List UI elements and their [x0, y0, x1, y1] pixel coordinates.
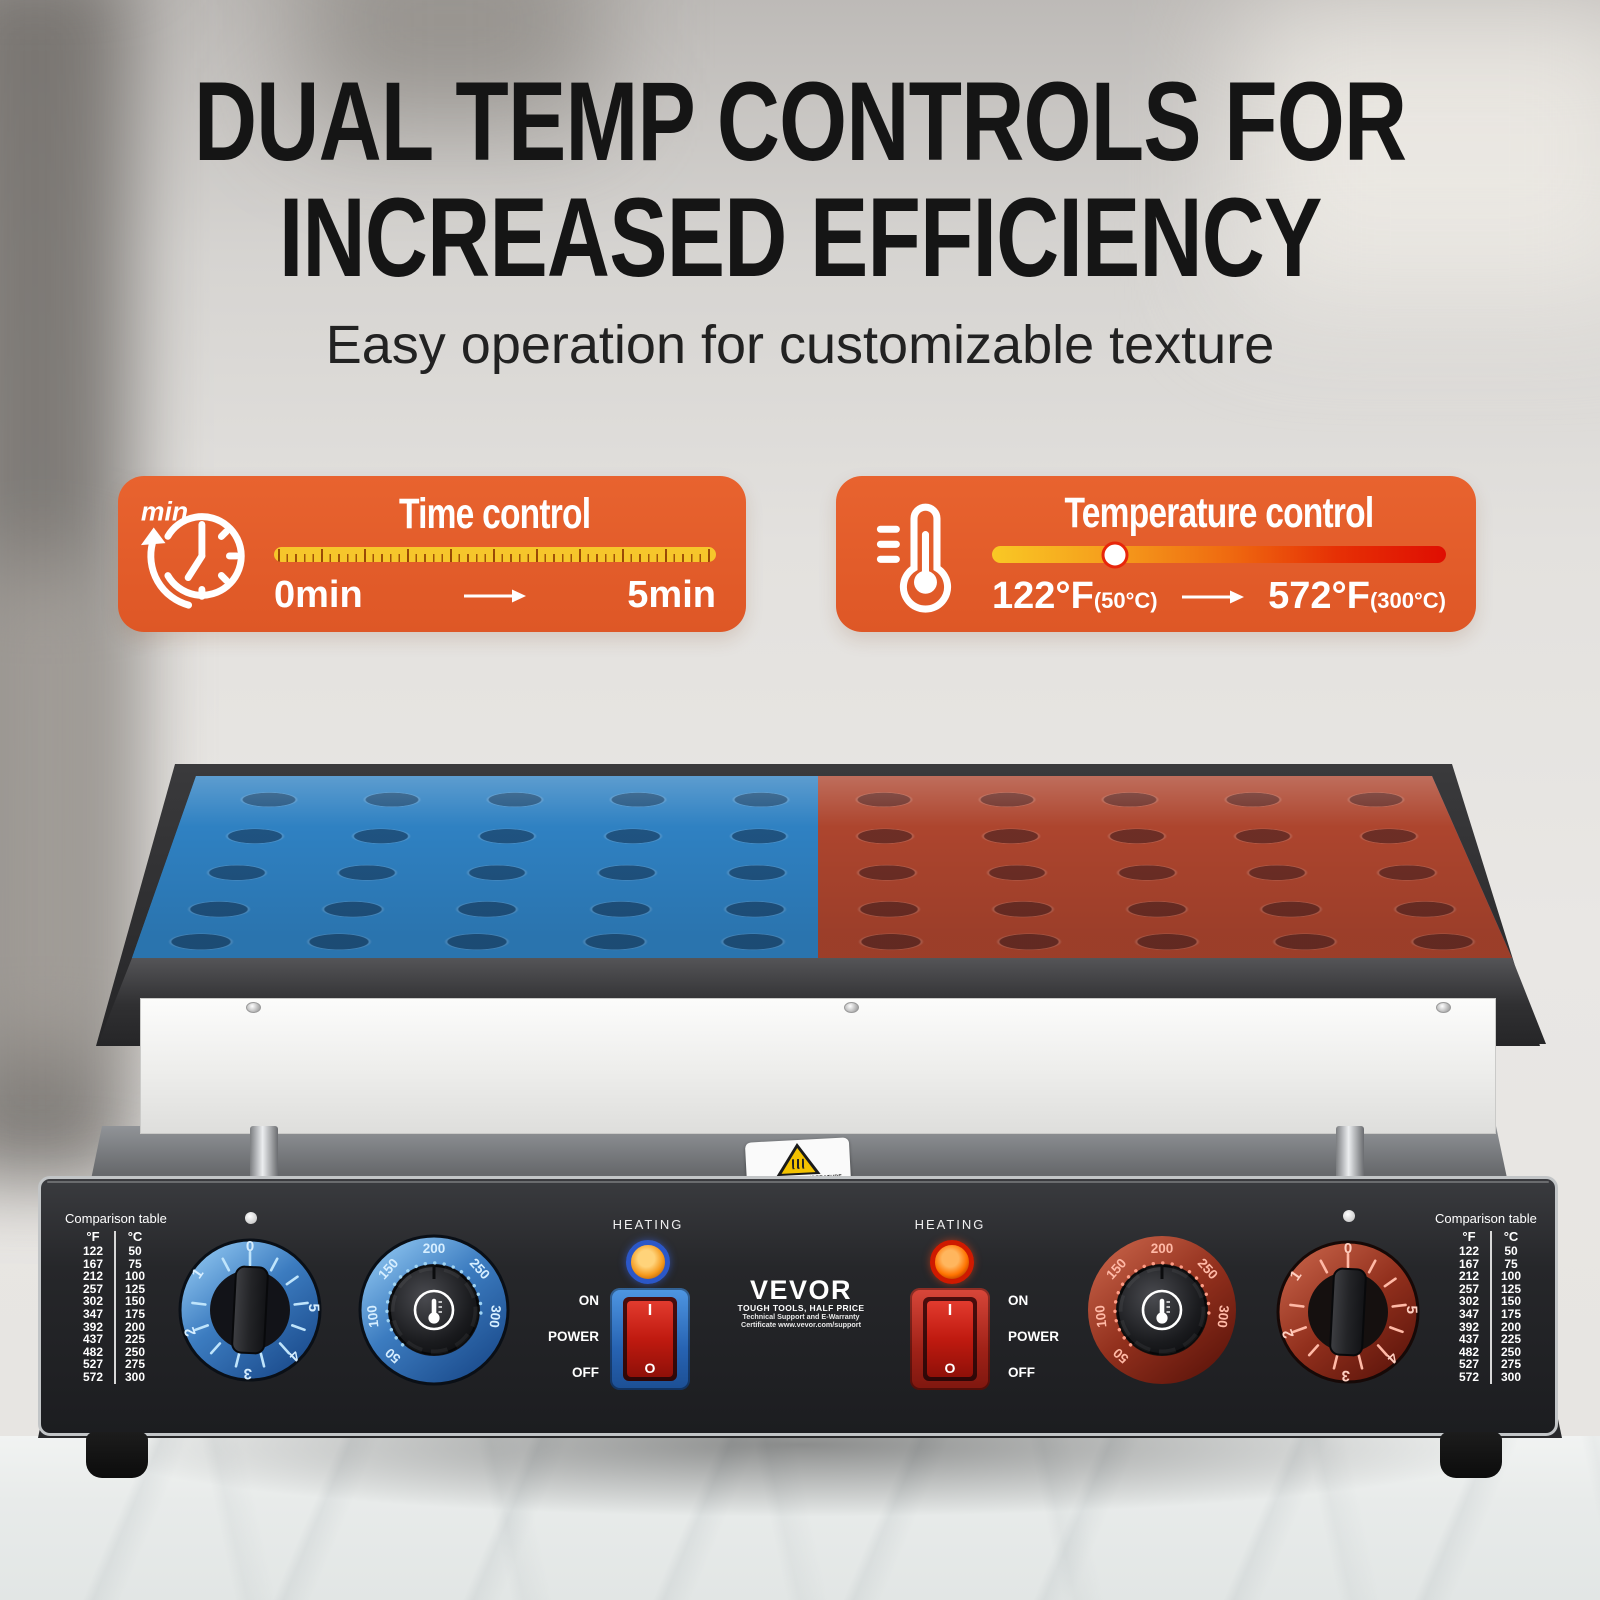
comparison-row: 482 250	[82, 1344, 146, 1359]
svg-text:200: 200	[1151, 1241, 1174, 1256]
time-range-start: 0min	[274, 574, 363, 616]
support-post-left	[250, 1126, 278, 1182]
arrow-right-icon	[464, 589, 526, 602]
time-control-badge: min Time control 0min 5min	[118, 476, 746, 632]
temp-range-start: 122°F(50°C)	[992, 575, 1158, 617]
rocker: I O	[623, 1297, 677, 1381]
screw-icon	[1343, 1210, 1355, 1222]
comparison-row: 437 225	[1458, 1332, 1522, 1347]
comparison-row: 257 125	[82, 1281, 146, 1296]
comparison-row: 302 150	[1458, 1294, 1522, 1309]
svg-text:3: 3	[1341, 1367, 1350, 1384]
heating-label-right: HEATING	[914, 1217, 986, 1232]
marble-countertop	[0, 1436, 1600, 1600]
svg-text:5: 5	[305, 1303, 322, 1312]
comparison-row: 347 175	[82, 1306, 146, 1321]
temp-dial-blue[interactable]: 50 100 150 200 250 300	[349, 1225, 519, 1395]
background-blur-right	[1240, 0, 1600, 300]
timer-clock-icon: min	[118, 495, 274, 613]
comparison-row: 167 75	[1458, 1256, 1518, 1271]
comparison-table-title-right: Comparison table	[1435, 1211, 1537, 1226]
foot-left	[86, 1432, 148, 1478]
svg-text:100: 100	[364, 1304, 381, 1328]
comparison-row: 302 150	[82, 1294, 146, 1309]
machine-body	[140, 998, 1496, 1134]
comparison-row: 122 50	[82, 1244, 142, 1258]
heating-lamp-blue	[626, 1240, 670, 1284]
time-range-end: 5min	[627, 574, 716, 616]
comparison-row: 392 200	[82, 1319, 146, 1334]
svg-text:3: 3	[243, 1365, 252, 1382]
heating-lamp-red	[930, 1240, 974, 1284]
svg-text:100: 100	[1092, 1304, 1109, 1328]
comparison-row: 527 275	[82, 1357, 146, 1372]
temperature-slider	[992, 541, 1446, 568]
svg-text:0: 0	[246, 1238, 254, 1255]
rocker: I O	[923, 1297, 977, 1381]
svg-text:50: 50	[382, 1345, 403, 1366]
subtitle: Easy operation for customizable texture	[325, 315, 1275, 375]
switch-on-label: ON	[578, 1293, 599, 1308]
comparison-row: 257 125	[1458, 1281, 1522, 1296]
switch-on-label: ON	[1008, 1293, 1029, 1308]
svg-text:300: 300	[487, 1304, 504, 1328]
svg-text:300: 300	[1215, 1304, 1232, 1328]
slider-knob	[1101, 541, 1129, 568]
griddle-plates-blue-red	[132, 776, 1512, 958]
timer-dial-blue[interactable]: 0 1 2 3 4 5	[170, 1230, 330, 1390]
comparison-row: 167 75	[82, 1256, 142, 1271]
comparison-row: 572 300	[82, 1369, 146, 1384]
warning-triangle-icon	[774, 1141, 821, 1177]
temperature-control-title: Temperature control	[1064, 489, 1375, 537]
arrow-right-icon	[1181, 590, 1244, 603]
comparison-table-right: °F °C 122 50 167 75 212 100 257 125 302 150 347 175 3…	[1448, 1229, 1534, 1384]
support-post-right	[1336, 1126, 1364, 1182]
switch-power-label: POWER	[1008, 1329, 1060, 1344]
power-switch-right[interactable]: I O	[910, 1288, 990, 1390]
comparison-row: 482 250	[1458, 1344, 1522, 1359]
thermometer-icon	[836, 493, 992, 615]
screw-icon	[1436, 1002, 1451, 1013]
comparison-row: 527 275	[1458, 1357, 1522, 1372]
time-ruler	[274, 547, 716, 562]
headline-line1: DUAL TEMP CONTROLS FOR	[193, 59, 1407, 184]
svg-text:min: min	[141, 497, 188, 527]
background-blur-midleft	[0, 560, 120, 1060]
power-switch-left[interactable]: I O	[610, 1288, 690, 1390]
svg-text:50: 50	[1110, 1345, 1131, 1366]
timer-dial-red[interactable]: 0 1 2 3 4 5	[1268, 1232, 1428, 1392]
comparison-row: 347 175	[1458, 1306, 1522, 1321]
temp-dial-red[interactable]: 50 100 150 200 250 300	[1077, 1225, 1247, 1395]
heating-label-left: HEATING	[612, 1217, 684, 1232]
switch-power-label: POWER	[547, 1329, 599, 1344]
comparison-row: 437 225	[82, 1332, 146, 1347]
comparison-row: 572 300	[1458, 1369, 1522, 1384]
brand-logo: VEVOR TOUGH TOOLS, HALF PRICE Technical …	[737, 1275, 865, 1330]
screw-icon	[246, 1002, 261, 1013]
comparison-row: 392 200	[1458, 1319, 1522, 1334]
background-blur-cabinet	[300, 0, 600, 120]
switch-off-label: OFF	[572, 1365, 599, 1380]
svg-text:0: 0	[1344, 1240, 1352, 1257]
temperature-control-badge: Temperature control 122°F(50°C) 572°F(30…	[836, 476, 1476, 632]
svg-text:200: 200	[423, 1241, 446, 1256]
comparison-row: 212 100	[82, 1269, 146, 1284]
headline-line2: INCREASED EFFICIENCY	[278, 175, 1322, 300]
comparison-table-title-left: Comparison table	[65, 1211, 167, 1226]
svg-text:5: 5	[1403, 1305, 1420, 1314]
foot-right	[1440, 1432, 1502, 1478]
machine-shadow	[60, 1428, 1540, 1520]
control-panel: Comparison table °F °C 122 50 167 75 212 100 25…	[38, 1176, 1558, 1436]
time-control-title: Time control	[399, 490, 591, 538]
comparison-row: 212 100	[1458, 1269, 1522, 1284]
switch-off-label: OFF	[1008, 1365, 1035, 1380]
screw-icon	[245, 1212, 257, 1224]
screw-icon	[844, 1002, 859, 1013]
comparison-row: 122 50	[1458, 1244, 1518, 1258]
comparison-table-left: °F °C 122 50 167 75 212 100 257 125 302 150 347 175 3…	[72, 1229, 158, 1384]
temp-range-end: 572°F(300°C)	[1268, 575, 1446, 617]
